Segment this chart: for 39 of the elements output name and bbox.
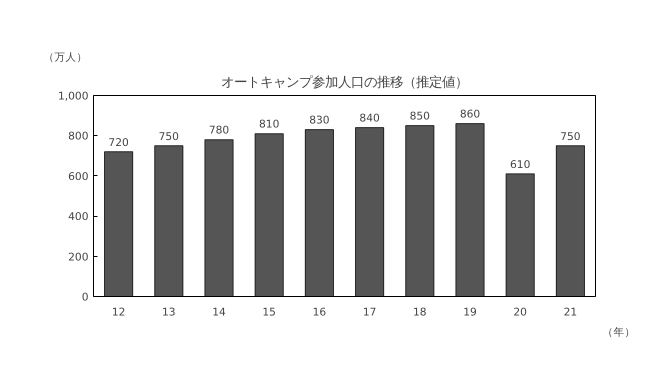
y-tick-label: 200 — [68, 250, 89, 264]
data-label: 780 — [208, 124, 230, 137]
bar — [254, 133, 284, 296]
x-tick-label: 15 — [262, 306, 276, 318]
bar — [405, 125, 434, 296]
x-axis-title: （年） — [602, 326, 636, 338]
x-tick-label: 18 — [413, 306, 427, 318]
y-tick-label: 600 — [68, 170, 89, 183]
bar — [556, 145, 585, 296]
data-label: 810 — [259, 118, 280, 131]
bar — [506, 173, 535, 296]
bar — [154, 145, 184, 296]
bar — [204, 139, 234, 296]
data-label: 850 — [410, 110, 430, 123]
data-label: 860 — [460, 108, 480, 121]
data-label: 840 — [359, 112, 380, 125]
bar — [104, 151, 134, 296]
x-tick-label: 19 — [463, 306, 477, 318]
x-tick-label: 20 — [513, 306, 528, 318]
data-label: 720 — [108, 136, 129, 149]
x-tick-label: 21 — [564, 306, 578, 318]
data-label: 830 — [309, 114, 330, 127]
x-tick-label: 13 — [162, 306, 176, 318]
y-tick-label: 800 — [68, 130, 89, 143]
y-tick-label: 400 — [68, 210, 89, 224]
bar — [455, 123, 485, 296]
y-tick-label: 1,000 — [58, 90, 89, 102]
data-label: 610 — [510, 158, 531, 171]
y-tick-label: 0 — [82, 290, 89, 304]
chart-title: オートキャンプ参加人口の推移（推定値） — [221, 76, 468, 90]
x-tick-label: 16 — [312, 306, 326, 318]
x-tick-label: 17 — [362, 306, 376, 318]
bar — [304, 129, 334, 296]
bar — [355, 127, 384, 296]
x-tick-label: 14 — [212, 306, 226, 318]
x-tick-label: 12 — [112, 306, 126, 318]
data-label: 750 — [560, 130, 581, 143]
data-label: 750 — [158, 130, 180, 143]
y-axis-title: （万人） — [44, 50, 88, 64]
